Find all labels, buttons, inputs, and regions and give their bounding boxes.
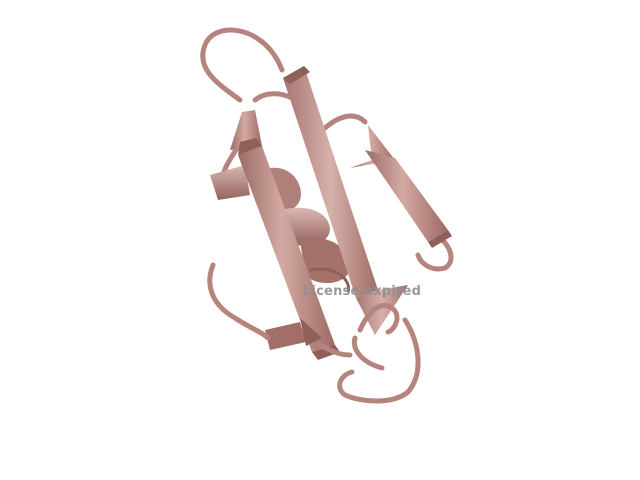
beta-strand-1 [230, 110, 340, 360]
coil-loops-front [207, 262, 421, 404]
beta-strand-4 [265, 318, 322, 350]
beta-strand-2 [283, 66, 408, 335]
beta-strand-3 [350, 125, 452, 248]
license-watermark: License expired [303, 284, 422, 299]
